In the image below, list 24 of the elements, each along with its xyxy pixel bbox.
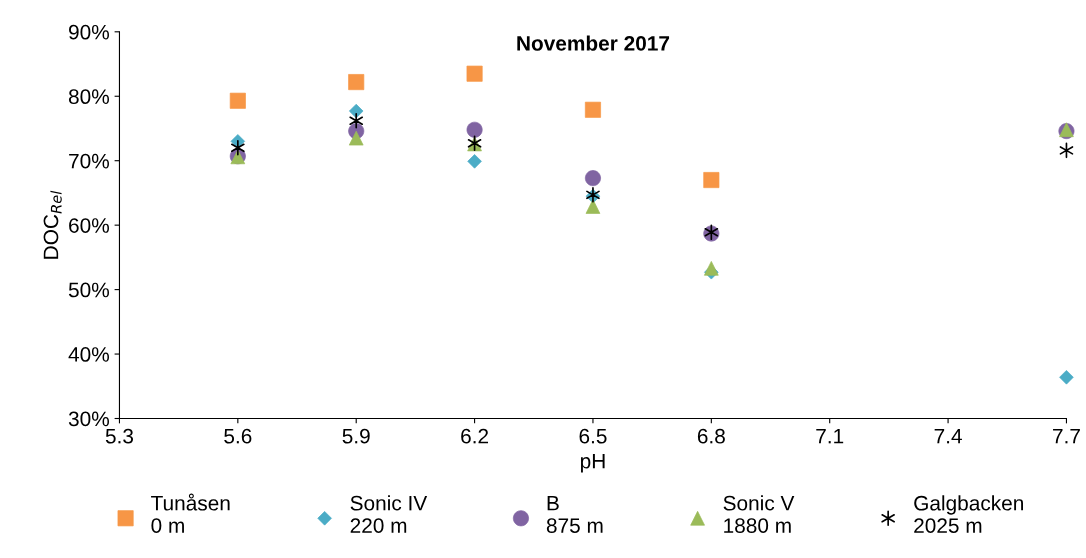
- x-axis-title: pH: [580, 453, 605, 473]
- legend-label: Sonic IV 220 m: [350, 495, 428, 533]
- legend-label: Sonic V 1880 m: [723, 495, 795, 533]
- y-tick-label: 50%: [68, 282, 109, 298]
- y-axis-title: DOC$_{Rel}$: [43, 190, 62, 259]
- y-tick-label: 70%: [69, 153, 109, 169]
- x-tick-label: 6.5: [579, 428, 607, 444]
- x-tick-label: 7.7: [1053, 428, 1080, 444]
- x-tick-label: 7.4: [934, 428, 962, 444]
- y-tick-label: 90%: [69, 24, 109, 40]
- legend-label: Galgbacken 2025 m: [914, 495, 1023, 533]
- legend-label: Tunåsen 0 m: [151, 493, 230, 533]
- x-tick-label: 7.1: [816, 428, 844, 444]
- x-tick-label: 5.6: [224, 428, 252, 444]
- x-tick-label: 6.8: [697, 428, 725, 444]
- y-tick-label: 30%: [68, 411, 109, 427]
- chart-title: November 2017: [517, 35, 670, 51]
- legend-label: B 875 m: [546, 496, 603, 533]
- x-tick-label: 5.3: [105, 428, 134, 444]
- y-tick-label: 60%: [69, 218, 109, 233]
- x-tick-label: 5.9: [342, 428, 370, 444]
- y-tick-label: 40%: [68, 347, 109, 362]
- x-tick-label: 6.2: [461, 428, 489, 444]
- y-tick-label: 80%: [68, 89, 109, 105]
